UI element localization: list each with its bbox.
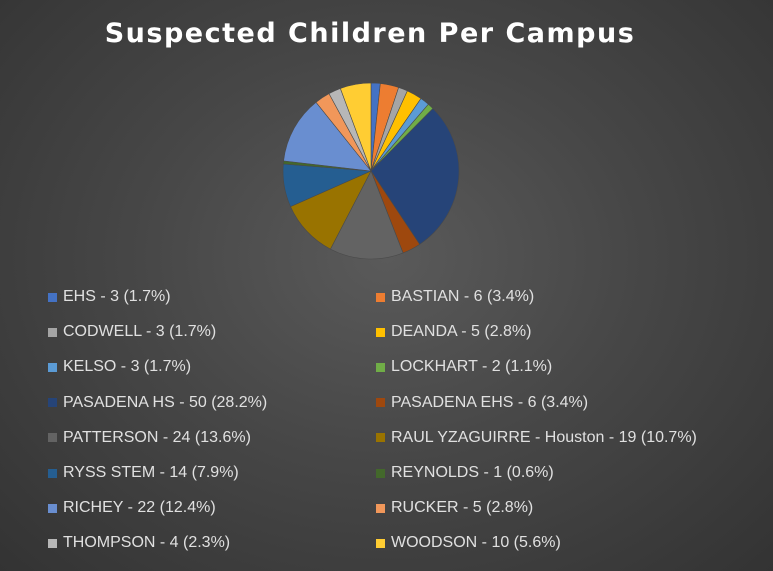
pie-slice-15 xyxy=(340,82,372,172)
chart-title: Suspected Children Per Campus xyxy=(104,18,636,49)
legend-label: PATTERSON - 24 (13.6%) xyxy=(63,428,251,446)
legend-item: BASTIAN - 6 (3.4%) xyxy=(376,286,534,308)
legend-item: RICHEY - 22 (12.4%) xyxy=(48,497,216,519)
legend-item: CODWELL - 3 (1.7%) xyxy=(48,321,216,343)
legend-swatch xyxy=(376,538,385,548)
legend-label: THOMPSON - 4 (2.3%) xyxy=(63,534,231,552)
legend-item: REYNOLDS - 1 (0.6%) xyxy=(376,462,554,484)
legend-label: RICHEY - 22 (12.4%) xyxy=(63,499,216,517)
legend-swatch xyxy=(48,362,57,372)
legend-swatch xyxy=(48,503,57,513)
legend-swatch xyxy=(48,327,57,337)
legend-swatch xyxy=(376,398,385,408)
legend-item: WOODSON - 10 (5.6%) xyxy=(376,532,561,554)
legend-swatch xyxy=(48,538,57,548)
legend-item: RAUL YZAGUIRRE - Houston - 19 (10.7%) xyxy=(376,427,697,449)
legend-item: LOCKHART - 2 (1.1%) xyxy=(376,356,552,378)
legend-swatch xyxy=(376,503,385,513)
legend-item: RUCKER - 5 (2.8%) xyxy=(376,497,533,519)
legend-item: PATTERSON - 24 (13.6%) xyxy=(48,427,251,449)
legend-label: RAUL YZAGUIRRE - Houston - 19 (10.7%) xyxy=(391,428,697,446)
legend-item: EHS - 3 (1.7%) xyxy=(48,286,171,308)
pie-slice-6 xyxy=(370,108,460,245)
legend-item: KELSO - 3 (1.7%) xyxy=(48,356,191,378)
legend-label: DEANDA - 5 (2.8%) xyxy=(391,323,532,341)
legend-item: THOMPSON - 4 (2.3%) xyxy=(48,532,230,554)
legend-label: RYSS STEM - 14 (7.9%) xyxy=(63,464,239,481)
legend-label: EHS - 3 (1.7%) xyxy=(63,288,171,305)
legend-item: PASADENA HS - 50 (28.2%) xyxy=(48,392,267,414)
pie-slice-8 xyxy=(330,170,404,260)
legend-swatch xyxy=(48,433,57,443)
legend-label: KELSO - 3 (1.7%) xyxy=(63,358,192,376)
legend-swatch xyxy=(376,362,385,372)
legend-label: REYNOLDS - 1 (0.6%) xyxy=(391,464,554,481)
legend-swatch xyxy=(376,327,385,337)
legend-label: WOODSON - 10 (5.6%) xyxy=(391,534,561,552)
legend-label: LOCKHART - 2 (1.1%) xyxy=(391,358,553,376)
legend-label: RUCKER - 5 (2.8%) xyxy=(391,499,534,517)
legend-item: PASADENA EHS - 6 (3.4%) xyxy=(376,392,588,414)
legend-label: PASADENA HS - 50 (28.2%) xyxy=(63,393,268,411)
pie-slice-12 xyxy=(283,101,372,172)
legend-swatch xyxy=(48,292,57,302)
legend-swatch xyxy=(376,468,385,478)
legend-swatch xyxy=(48,468,57,478)
legend-swatch xyxy=(48,398,57,408)
legend-item: RYSS STEM - 14 (7.9%) xyxy=(48,462,239,484)
legend-swatch xyxy=(376,433,385,443)
legend-item: DEANDA - 5 (2.8%) xyxy=(376,321,531,343)
legend-label: BASTIAN - 6 (3.4%) xyxy=(391,288,535,305)
legend-swatch xyxy=(376,292,385,302)
legend-label: CODWELL - 3 (1.7%) xyxy=(63,323,217,341)
legend-label: PASADENA EHS - 6 (3.4%) xyxy=(391,393,589,411)
